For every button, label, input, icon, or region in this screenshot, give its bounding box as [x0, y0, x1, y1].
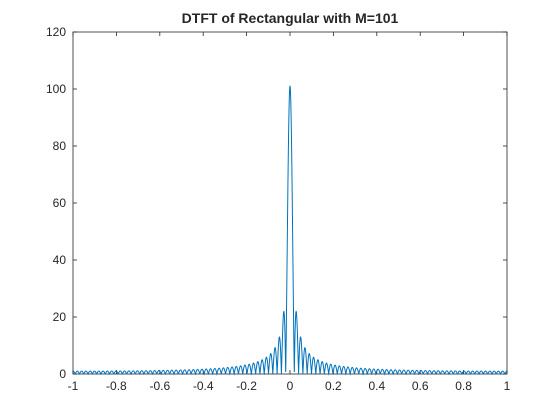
x-tick-label: 0.6	[412, 379, 429, 393]
x-tick-label: 1	[504, 379, 511, 393]
y-tick-label: 120	[46, 25, 66, 39]
x-tick-label: 0.8	[455, 379, 472, 393]
y-tick-label: 0	[59, 367, 66, 381]
x-tick-label: 0.2	[325, 379, 342, 393]
x-tick-label: 0	[287, 379, 294, 393]
x-tick-label: -0.4	[193, 379, 214, 393]
x-tick-label: -1	[68, 379, 79, 393]
series-line-dtft	[72, 85, 508, 376]
y-tick-label: 60	[53, 196, 67, 210]
y-axis-tick-labels: 0 20 40 60 80 100 120	[46, 25, 66, 381]
x-tick-label: -0.2	[236, 379, 257, 393]
chart-title: DTFT of Rectangular with M=101	[182, 10, 399, 26]
y-tick-label: 80	[53, 139, 67, 153]
y-tick-label: 100	[46, 82, 66, 96]
x-tick-label: -0.6	[149, 379, 170, 393]
plot-area	[72, 31, 508, 375]
x-tick-label: 0.4	[368, 379, 385, 393]
x-axis-tick-labels: -1 -0.8 -0.6 -0.4 -0.2 0 0.2 0.4 0.6 0.8 1	[68, 379, 511, 393]
y-tick-label: 40	[53, 253, 67, 267]
y-tick-label: 20	[53, 310, 67, 324]
x-tick-label: -0.8	[106, 379, 127, 393]
